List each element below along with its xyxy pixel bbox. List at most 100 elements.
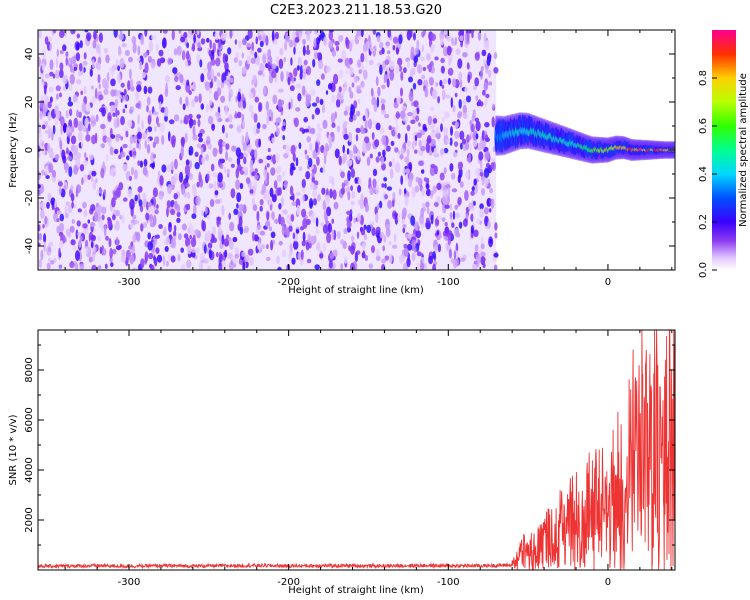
heatmap-cell	[238, 152, 244, 160]
heatmap-cell	[328, 30, 333, 41]
heatmap-cell	[184, 132, 188, 143]
heatmap-cell	[353, 154, 357, 160]
heatmap-cell	[465, 30, 472, 34]
heatmap-cell	[322, 242, 326, 252]
heatmap-cell	[119, 57, 125, 69]
heatmap-cell	[436, 230, 439, 235]
heatmap-cell	[471, 186, 475, 192]
heatmap-cell	[38, 30, 42, 39]
heatmap-cell	[327, 83, 333, 90]
heatmap-cell	[375, 156, 380, 163]
heatmap-cell	[467, 74, 471, 84]
heatmap-cell	[278, 241, 283, 246]
heatmap-cell	[353, 217, 356, 224]
heatmap-cell	[75, 52, 81, 62]
heatmap-cell	[242, 166, 248, 172]
heatmap-cell	[473, 84, 477, 91]
top-x-tick-label: -200	[277, 277, 300, 288]
heatmap-cell	[383, 177, 388, 182]
heatmap-cell	[381, 135, 387, 146]
heatmap-cell	[161, 134, 165, 145]
heatmap-cell	[208, 87, 212, 95]
heatmap-cell	[319, 253, 324, 259]
heatmap-cell	[377, 203, 380, 211]
heatmap-cell	[44, 73, 50, 79]
heatmap-cell	[362, 69, 368, 80]
heatmap-cell	[263, 156, 268, 166]
heatmap-cell	[394, 162, 401, 173]
heatmap-cell	[146, 105, 149, 113]
heatmap-cell	[92, 39, 97, 49]
heatmap-cell	[324, 194, 331, 205]
heatmap-cell	[274, 218, 279, 224]
heatmap-cell	[309, 127, 316, 135]
heatmap-cell	[416, 64, 423, 74]
heatmap-cell	[56, 93, 59, 100]
heatmap-cell	[312, 58, 316, 68]
heatmap-cell	[58, 186, 62, 195]
colorbar: 0.0 0.2 0.4 0.6 0.8 Normalized spectral ampl…	[698, 30, 749, 278]
heatmap-cell	[290, 144, 296, 155]
heatmap-cell	[170, 208, 176, 216]
heatmap-cell	[221, 204, 225, 216]
heatmap-cell	[194, 151, 199, 157]
heatmap-cell	[487, 220, 491, 229]
heatmap-cell	[325, 65, 331, 73]
heatmap-cell	[397, 57, 403, 66]
heatmap-cell	[203, 258, 206, 264]
heatmap-cell	[234, 246, 240, 256]
heatmap-cell	[236, 192, 242, 203]
heatmap-cell	[479, 160, 483, 169]
heatmap-cell	[63, 184, 67, 191]
heatmap-cell	[399, 154, 404, 160]
heatmap-cell	[237, 91, 242, 102]
heatmap-cell	[242, 261, 246, 270]
heatmap-cell	[323, 36, 328, 47]
heatmap-cell	[400, 147, 405, 156]
heatmap-cell	[356, 110, 361, 117]
heatmap-cell	[451, 188, 458, 193]
heatmap-cell	[223, 166, 227, 174]
top-y-tick-label: -20	[24, 190, 35, 206]
heatmap-cell	[73, 203, 77, 209]
heatmap-cell	[366, 156, 371, 166]
heatmap-cell	[437, 234, 442, 239]
heatmap-cell	[403, 67, 407, 74]
heatmap-cell	[412, 140, 415, 151]
heatmap-cell	[276, 255, 280, 264]
heatmap-cell	[259, 205, 263, 212]
heatmap-cell	[91, 170, 97, 177]
heatmap-cell	[271, 63, 277, 70]
heatmap-cell	[155, 43, 159, 52]
heatmap-cell	[365, 110, 368, 121]
heatmap-cell	[46, 262, 51, 270]
heatmap-cell	[38, 152, 41, 158]
heatmap-cell	[217, 87, 222, 96]
heatmap-cell	[55, 110, 61, 119]
heatmap-cell	[333, 73, 339, 85]
heatmap-cell	[122, 143, 128, 149]
heatmap-cell	[416, 262, 420, 270]
heatmap-cell	[154, 209, 159, 215]
heatmap-cell	[97, 62, 101, 71]
heatmap-cell	[261, 183, 267, 194]
heatmap-cell	[116, 110, 120, 116]
heatmap-cell	[298, 32, 302, 41]
heatmap-cell	[137, 160, 141, 166]
heatmap-cell	[481, 188, 485, 196]
heatmap-cell	[470, 123, 475, 133]
heatmap-cell	[230, 163, 235, 168]
heatmap-cell	[452, 210, 456, 220]
heatmap-cell	[461, 138, 467, 145]
heatmap-cell	[209, 39, 212, 49]
heatmap-cell	[368, 59, 374, 66]
heatmap-cell	[183, 233, 189, 239]
heatmap-cell	[494, 222, 498, 231]
heatmap-cell	[437, 96, 440, 104]
heatmap-cell	[147, 232, 151, 240]
heatmap-cell	[491, 116, 495, 128]
heatmap-cell	[249, 159, 254, 169]
heatmap-cell	[217, 118, 223, 122]
heatmap-cell	[159, 94, 163, 100]
heatmap-cell	[328, 260, 334, 269]
